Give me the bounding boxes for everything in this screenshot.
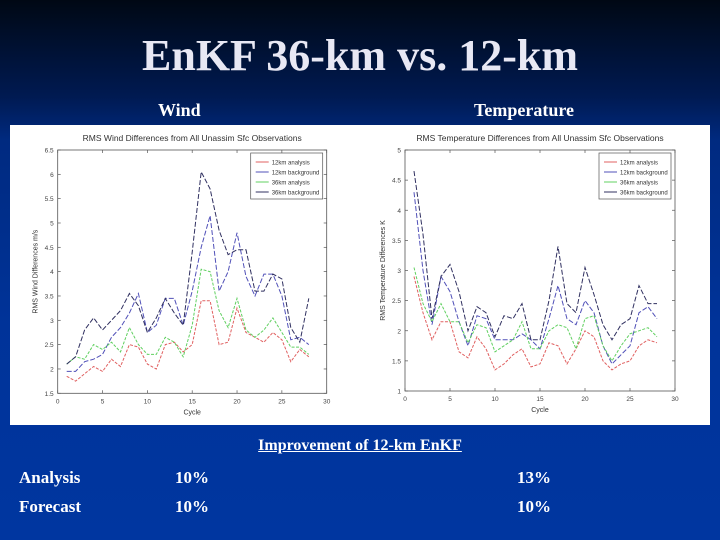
x-axis-label: Cycle [531,407,549,414]
wind-label: Wind [158,100,201,120]
x-tick-label: 20 [233,398,241,405]
y-tick-label: 2 [50,366,54,373]
forecast-row: Forecast 10% 10% [0,497,720,521]
chart-title: RMS Wind Differences from All Unassim Sf… [83,133,302,143]
legend-entry: 36km background [272,191,320,197]
legend-entry: 36km analysis [620,181,658,187]
row-label: Analysis [19,468,81,487]
analysis-row: Analysis 10% 13% [0,468,720,492]
wind-improvement: 10% [175,497,209,516]
slide-title: EnKF 36-km vs. 12-km [142,31,578,80]
temperature-label: Temperature [474,100,574,120]
x-tick-label: 5 [448,396,452,403]
y-tick-label: 4.5 [45,245,54,252]
x-tick-label: 15 [189,398,197,405]
wind-improvement: 10% [175,468,209,487]
x-tick-label: 10 [144,398,152,405]
legend [250,152,324,200]
series-line [413,276,658,371]
y-axis-label: RMS Wind Differences m/s [33,229,40,313]
series-line [66,300,310,382]
y-tick-label: 1.5 [392,358,401,365]
temperature-improvement: 13% [517,468,551,487]
series-line [66,268,310,365]
x-tick-label: 0 [56,398,60,405]
y-tick-label: 4 [50,269,54,276]
y-tick-label: 5 [50,220,54,227]
row-label: Forecast [19,497,81,516]
series-line [413,192,658,365]
y-tick-label: 6.5 [45,148,54,155]
series-line [66,215,310,372]
y-tick-label: 2.5 [392,298,401,305]
y-tick-label: 5.5 [45,196,54,203]
charts-panel: RMS Wind Differences from All Unassim Sf… [10,125,710,425]
x-tick-label: 10 [491,396,499,403]
x-tick-label: 30 [671,396,679,403]
y-tick-label: 3.5 [45,293,54,300]
legend-entry: 12km background [272,171,320,177]
x-tick-label: 15 [536,396,544,403]
y-tick-label: 5 [397,148,401,155]
legend-entry: 12km analysis [620,161,658,167]
x-tick-label: 25 [278,398,286,405]
wind-chart: RMS Wind Differences from All Unassim Sf… [10,125,370,425]
improvement-heading: Improvement of 12-km EnKF [258,437,462,454]
series-line [413,171,657,341]
temperature-chart: RMS Temperature Differences from All Una… [370,125,710,425]
temperature-chart-svg: RMS Temperature Differences from All Una… [380,133,679,414]
series-line [413,267,658,362]
x-tick-label: 20 [581,396,589,403]
legend-entry: 12km background [620,171,668,177]
temperature-improvement: 10% [517,497,551,516]
y-tick-label: 4 [397,208,401,215]
x-tick-label: 30 [323,398,331,405]
legend-entry: 36km background [620,191,668,197]
legend [598,152,672,200]
x-tick-label: 0 [403,396,407,403]
chart-title: RMS Temperature Differences from All Una… [416,133,663,143]
y-tick-label: 2.5 [45,342,54,349]
legend-entry: 12km analysis [272,161,310,167]
legend-entry: 36km analysis [272,181,310,187]
y-tick-label: 3.5 [392,238,401,245]
y-axis-label: RMS Temperature Differences K [380,220,387,321]
y-tick-label: 3 [397,268,401,275]
wind-chart-svg: RMS Wind Differences from All Unassim Sf… [33,133,331,416]
y-tick-label: 3 [50,318,54,325]
x-tick-label: 5 [101,398,105,405]
y-tick-label: 2 [397,328,401,335]
y-tick-label: 4.5 [392,178,401,185]
x-axis-label: Cycle [183,409,201,416]
y-tick-label: 1 [397,389,401,396]
y-tick-label: 1.5 [45,391,54,398]
x-tick-label: 25 [626,396,634,403]
series-line [66,170,310,365]
y-tick-label: 6 [50,172,54,179]
